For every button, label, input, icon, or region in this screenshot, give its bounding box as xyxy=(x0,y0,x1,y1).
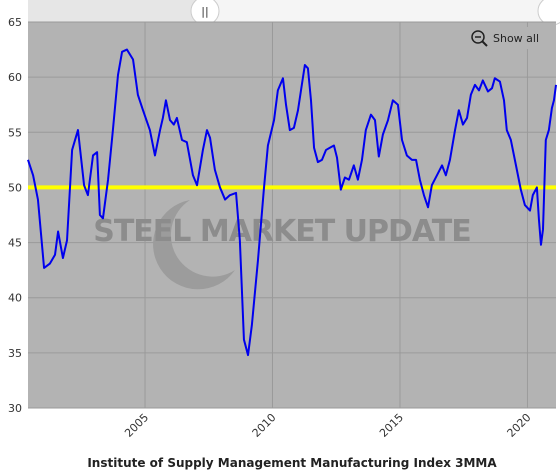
watermark-logo xyxy=(153,200,235,290)
show-all-button[interactable]: Show all xyxy=(466,27,548,49)
x-tick-label: 2005 xyxy=(122,411,151,440)
data-line xyxy=(27,48,557,357)
watermark: STEEL MARKET UPDATE xyxy=(93,214,471,249)
zoom-icon xyxy=(481,40,488,47)
navigator-window[interactable] xyxy=(205,0,550,22)
zoom-icon xyxy=(471,30,485,44)
y-tick-label: 35 xyxy=(8,347,22,360)
y-tick-label: 45 xyxy=(8,237,22,250)
y-tick-label: 40 xyxy=(8,292,22,305)
x-tick-label: 2015 xyxy=(377,411,406,440)
button-label[interactable]: Show all xyxy=(493,32,539,45)
x-tick-label: 2010 xyxy=(250,411,279,440)
y-tick-label: 30 xyxy=(8,402,22,415)
y-tick-label: 65 xyxy=(8,16,22,29)
y-tick-label: 60 xyxy=(8,71,22,84)
y-tick-label: 50 xyxy=(8,181,22,194)
x-tick-label: 2020 xyxy=(505,411,534,440)
y-tick-label: 55 xyxy=(8,126,22,139)
handle-grip: || xyxy=(201,5,208,18)
chart-title: Institute of Supply Management Manufactu… xyxy=(87,456,497,470)
button-bg[interactable] xyxy=(466,27,548,49)
